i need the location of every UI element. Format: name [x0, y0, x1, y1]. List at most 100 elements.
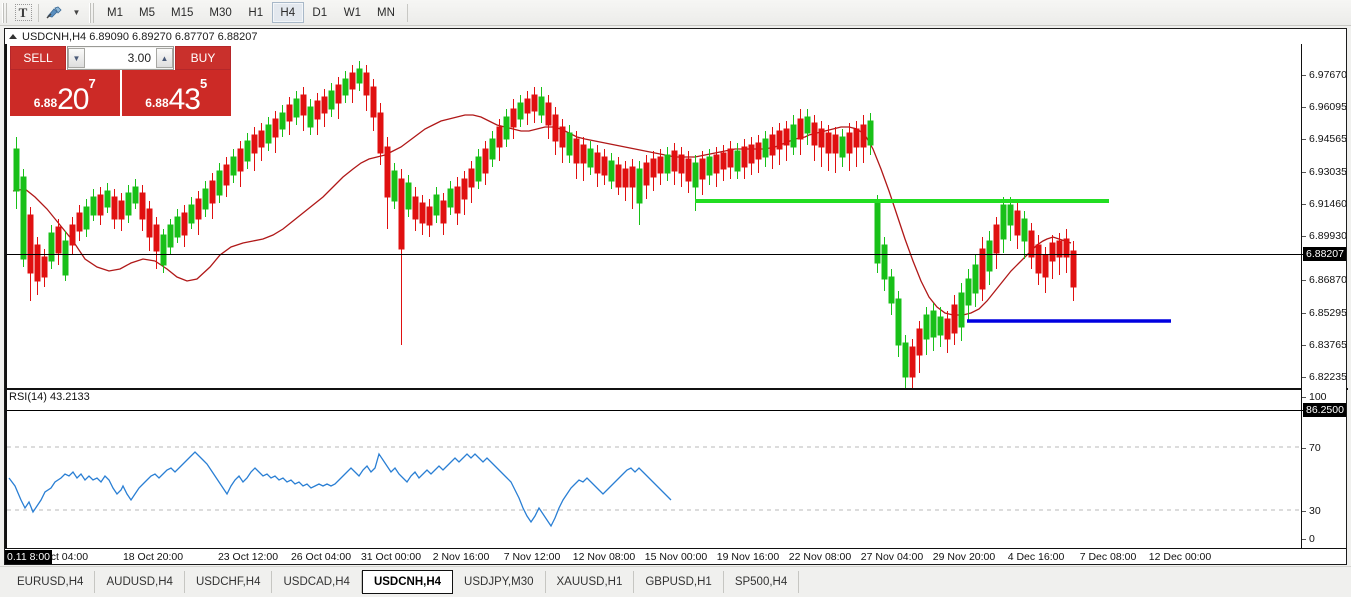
time-tick-1: 18 Oct 20:00 — [122, 551, 184, 563]
timeframe-h1[interactable]: H1 — [248, 6, 264, 19]
sell-price-quote[interactable]: 6.88 20 7 — [10, 70, 120, 116]
volume-increase-button[interactable]: ▲ — [156, 48, 173, 68]
toolbar-grip[interactable] — [2, 2, 9, 23]
time-cursor-label: 0.11 8:00 — [5, 550, 53, 564]
volume-decrease-button[interactable]: ▼ — [68, 48, 85, 68]
time-tick-4: 31 Oct 00:00 — [360, 551, 422, 563]
tab-gbpusd-h1[interactable]: GBPUSD,H1 — [634, 571, 724, 593]
price-tick-9: 6.82235 — [1302, 371, 1347, 383]
time-tick-13: 4 Dec 16:00 — [1007, 551, 1065, 563]
price-tick-6: 6.86870 — [1302, 274, 1347, 286]
price-tick-3: 6.93035 — [1302, 166, 1347, 178]
candlestick-plot — [12, 61, 1171, 388]
timeframe-m15[interactable]: M15 — [171, 6, 194, 19]
timeframe-bar-grip[interactable] — [89, 2, 96, 23]
rsi-tick-0: 0 — [1302, 533, 1315, 545]
price-tick-8: 6.83765 — [1302, 339, 1347, 351]
toolbar-separator-end — [406, 3, 408, 22]
buy-button[interactable]: BUY — [175, 46, 231, 70]
tab-eurusd-h4[interactable]: EURUSD,H4 — [6, 571, 96, 593]
timeframe-m1[interactable]: M1 — [107, 6, 123, 19]
trade-panel-quote-row: 6.88 20 7 6.88 43 5 — [10, 70, 231, 116]
main-toolbar: T ▼ M1 M5 M15 M30 H1 H4 D1 W1 MN — [0, 0, 1351, 26]
timeframe-mn[interactable]: MN — [377, 6, 395, 19]
tab-sp500-h4[interactable]: SP500,H4 — [724, 571, 800, 593]
chart-window[interactable]: USDCNH,H4 6.89090 6.89270 6.87707 6.8820… — [4, 28, 1348, 565]
price-tick-1: 6.96095 — [1302, 101, 1347, 113]
rsi-pane[interactable] — [5, 390, 1301, 548]
buy-price-quote[interactable]: 6.88 43 5 — [121, 70, 231, 116]
price-tick-2: 6.94565 — [1302, 133, 1347, 145]
tab-usdcnh-h4[interactable]: USDCNH,H4 — [361, 570, 454, 594]
chart-tab-bar: EURUSD,H4 AUDUSD,H4 USDCHF,H4 USDCAD,H4 … — [0, 566, 1351, 597]
candle-series — [13, 61, 1077, 388]
sell-price-big: 20 — [57, 83, 89, 116]
current-price-line — [7, 253, 1304, 255]
time-tick-6: 7 Nov 12:00 — [503, 551, 561, 563]
time-tick-12: 29 Nov 20:00 — [932, 551, 996, 563]
rsi-tick-100: 100 — [1302, 391, 1327, 403]
trade-panel-top-row: SELL ▼ 3.00 ▲ BUY — [10, 46, 231, 70]
price-pane-left-rule — [5, 29, 7, 388]
sell-button[interactable]: SELL — [10, 46, 66, 70]
price-axis[interactable]: 6.97670 6.96095 6.94565 6.93035 6.91460 … — [7, 29, 1347, 548]
price-tick-0: 6.97670 — [1302, 69, 1347, 81]
buy-price-big: 43 — [168, 83, 201, 116]
price-tick-4: 6.91460 — [1302, 198, 1347, 210]
time-tick-8: 15 Nov 00:00 — [644, 551, 708, 563]
tab-audusd-h4[interactable]: AUDUSD,H4 — [95, 571, 185, 593]
price-tick-7: 6.85295 — [1302, 307, 1347, 319]
timeframe-m5[interactable]: M5 — [139, 6, 155, 19]
rsi-indicator-label: RSI(14) 43.2133 — [9, 391, 90, 403]
triangle-up-icon — [9, 34, 17, 39]
buy-price-fraction: 5 — [200, 76, 208, 91]
rsi-current-label: 86.2500 — [7, 403, 1346, 417]
time-tick-11: 27 Nov 04:00 — [860, 551, 924, 563]
time-tick-9: 19 Nov 16:00 — [716, 551, 780, 563]
time-tick-7: 12 Nov 08:00 — [572, 551, 636, 563]
timeframe-d1[interactable]: D1 — [312, 6, 328, 19]
moving-average-line — [12, 114, 1072, 316]
time-tick-15: 12 Dec 00:00 — [1148, 551, 1212, 563]
text-tool-icon: T — [14, 4, 32, 21]
tab-xauusd-h1[interactable]: XAUUSD,H1 — [546, 571, 635, 593]
sell-price-fraction: 7 — [88, 76, 96, 91]
price-pane[interactable] — [5, 29, 1301, 388]
rsi-line — [8, 451, 672, 528]
timeframe-h4[interactable]: H4 — [271, 2, 304, 23]
timeframe-m30[interactable]: M30 — [209, 6, 232, 19]
buy-price-prefix: 6.88 — [145, 96, 169, 110]
time-tick-5: 2 Nov 16:00 — [432, 551, 490, 563]
time-tick-2: 23 Oct 12:00 — [217, 551, 279, 563]
crosshair-tool-icon — [45, 6, 63, 20]
price-tick-5: 6.89930 — [1302, 230, 1347, 242]
time-tick-3: 26 Oct 04:00 — [290, 551, 352, 563]
timeframe-w1[interactable]: W1 — [343, 6, 361, 19]
rsi-tick-30: 30 — [1302, 505, 1321, 517]
chevron-down-icon: ▼ — [72, 8, 81, 17]
crosshair-tool-button[interactable] — [43, 2, 65, 24]
tab-usdchf-h4[interactable]: USDCHF,H4 — [185, 571, 273, 593]
current-price-label: 6.88207 — [7, 247, 1346, 261]
tab-usdjpy-m30[interactable]: USDJPY,M30 — [453, 571, 546, 593]
chart-symbol-ohlc: USDCNH,H4 6.89090 6.89270 6.87707 6.8820… — [22, 30, 258, 43]
rsi-tick-70: 70 — [1302, 442, 1321, 454]
pane-divider — [5, 388, 1348, 390]
rsi-current-line — [7, 409, 1304, 411]
chart-title-bar: USDCNH,H4 6.89090 6.89270 6.87707 6.8820… — [5, 29, 1346, 44]
volume-stepper[interactable]: ▼ 3.00 ▲ — [67, 46, 174, 70]
rsi-plot — [7, 446, 1301, 528]
time-tick-10: 22 Nov 08:00 — [788, 551, 852, 563]
tab-usdcad-h4[interactable]: USDCAD,H4 — [272, 571, 362, 593]
one-click-trading-panel[interactable]: SELL ▼ 3.00 ▲ BUY 6.88 20 7 6.88 43 5 — [10, 46, 231, 116]
sell-price-prefix: 6.88 — [33, 96, 58, 110]
rsi-pane-left-rule — [5, 390, 7, 548]
volume-input[interactable]: 3.00 — [85, 48, 156, 68]
tool-dropdown-button[interactable]: ▼ — [65, 2, 87, 24]
timeframe-bar: M1 M5 M15 M30 H1 H4 D1 W1 MN — [99, 0, 403, 26]
toolbar-separator — [38, 3, 39, 22]
time-tick-14: 7 Dec 08:00 — [1079, 551, 1137, 563]
time-axis[interactable]: 0.11 8:00 16 Oct 04:00 18 Oct 20:00 23 O… — [5, 548, 1346, 564]
text-tool-button[interactable]: T — [12, 2, 34, 24]
